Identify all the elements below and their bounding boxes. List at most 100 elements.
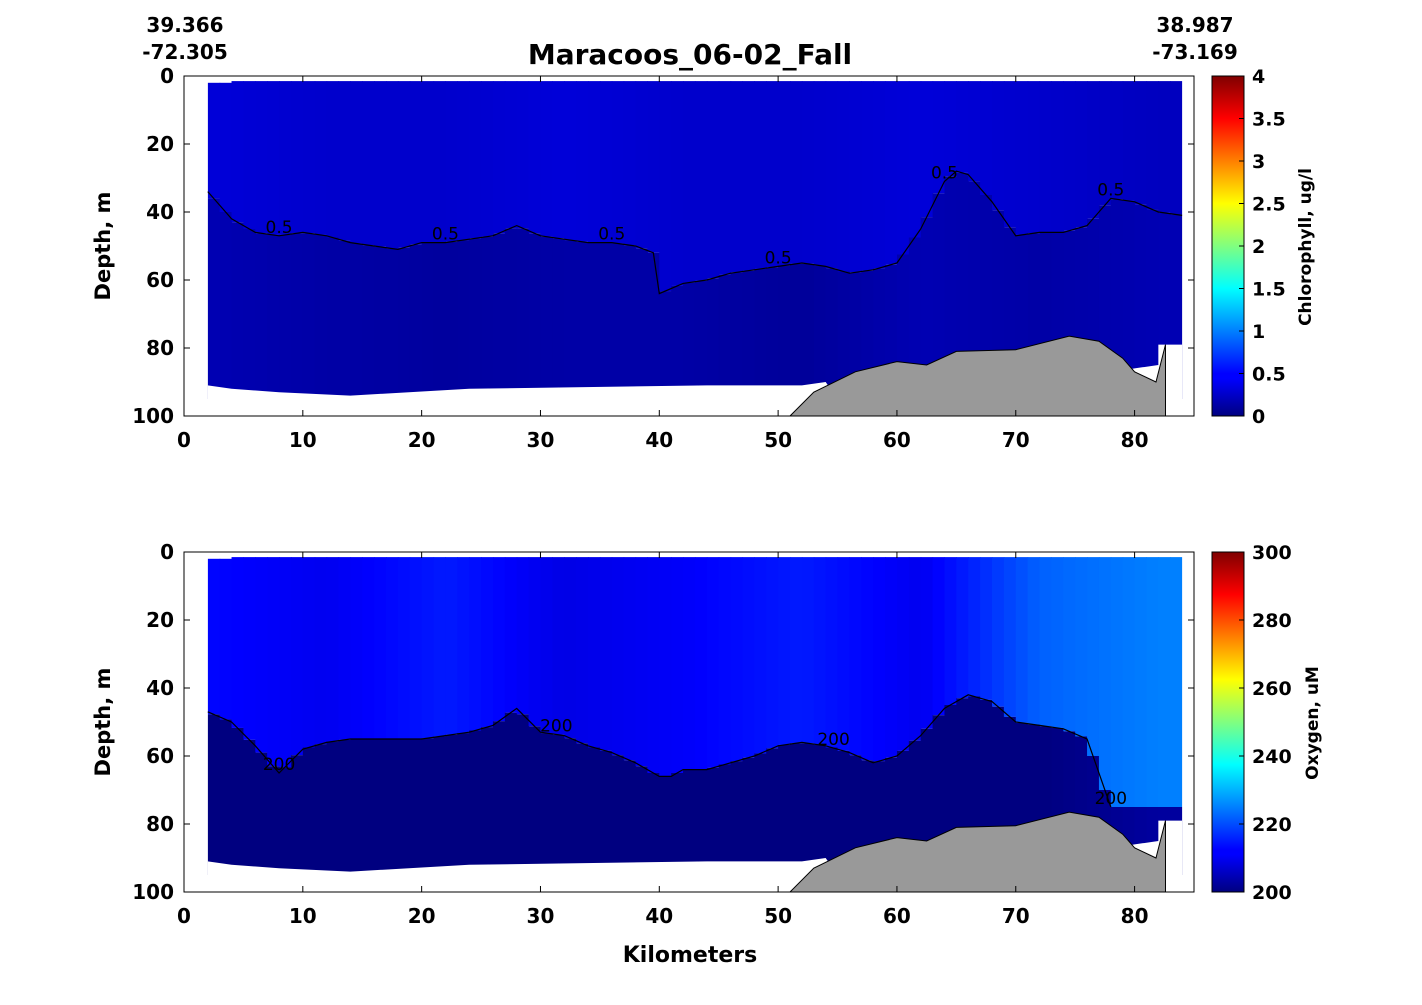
field-cell-upper	[1075, 81, 1088, 228]
field-cell-lower	[445, 241, 458, 399]
field-cell-lower	[516, 714, 530, 875]
field-cell-lower	[920, 217, 934, 399]
field-cell-upper	[920, 81, 934, 218]
contour-label: 0.5	[432, 225, 459, 245]
field-layer	[207, 557, 1183, 875]
field-cell-lower	[350, 243, 363, 399]
field-cell-lower	[267, 766, 280, 875]
field-cell-lower	[564, 240, 577, 399]
field-cell-upper	[1015, 557, 1029, 723]
field-cell-lower	[350, 739, 363, 875]
field-cell-lower	[231, 727, 245, 875]
field-cell-upper	[920, 557, 934, 729]
field-cell-upper	[956, 81, 969, 173]
field-cell-upper	[1015, 81, 1029, 235]
field-cell-lower	[255, 752, 268, 875]
field-cell-upper	[718, 557, 732, 765]
field-cell-lower	[980, 195, 993, 399]
field-cell-upper	[801, 81, 815, 264]
field-cell-lower	[623, 245, 637, 399]
field-cell-lower	[849, 755, 862, 875]
colorbar-tick-label: 1.5	[1252, 279, 1286, 301]
field-cell-lower	[409, 244, 423, 399]
field-cell-upper	[540, 557, 553, 734]
field-cell-upper	[290, 81, 304, 234]
field-cell-upper	[766, 557, 779, 749]
field-cell-lower	[481, 727, 494, 875]
field-cell-lower	[1134, 204, 1148, 399]
field-cell-lower	[564, 738, 577, 875]
field-cell-lower	[730, 272, 744, 399]
field-cell-upper	[516, 557, 530, 715]
field-cell-lower	[849, 272, 862, 399]
field-cell-lower	[956, 172, 969, 399]
field-cell-upper	[611, 557, 625, 756]
no-data-mask	[207, 820, 1183, 892]
contour-label: 0.5	[266, 218, 293, 238]
x-tick-label: 40	[645, 428, 673, 452]
field-cell-upper	[647, 557, 660, 773]
field-cell-lower	[647, 252, 660, 399]
field-cell-upper	[374, 557, 387, 739]
field-cell-upper	[386, 81, 399, 249]
field-cell-upper	[611, 81, 625, 244]
field-cell-upper	[908, 557, 922, 741]
x-tick-label: 50	[764, 428, 792, 452]
x-tick-label: 70	[1002, 904, 1030, 928]
field-cell-lower	[433, 242, 447, 399]
field-cell-lower	[552, 734, 565, 875]
field-cell-upper	[623, 81, 637, 246]
field-cell-upper	[1170, 557, 1183, 807]
x-tick-label: 70	[1002, 428, 1030, 452]
field-cell-upper	[980, 557, 993, 700]
field-cell-upper	[849, 557, 862, 756]
field-cell-upper	[813, 557, 827, 745]
field-cell-lower	[920, 728, 934, 875]
field-cell-upper	[279, 81, 292, 235]
field-cell-lower	[302, 747, 316, 875]
field-cell-upper	[588, 557, 601, 748]
seafloor-bathymetry	[788, 335, 1166, 417]
field-cell-upper	[968, 557, 981, 697]
field-cell-lower	[683, 282, 696, 399]
field-cell-lower	[290, 233, 304, 399]
end-lat-label: 38.987	[1156, 13, 1233, 37]
contour-label: 200	[263, 755, 295, 775]
colorbar-tick-label: 2	[1252, 236, 1265, 258]
x-tick-label: 10	[289, 428, 317, 452]
field-cell-upper	[896, 557, 910, 751]
field-cell-upper	[326, 557, 340, 742]
start-lat-label: 39.366	[146, 13, 223, 37]
field-cell-lower	[279, 234, 292, 399]
colorbar-tick-label: 1	[1252, 321, 1265, 343]
field-cell-lower	[445, 734, 458, 875]
field-cell-upper	[861, 557, 874, 761]
field-cell-lower	[694, 769, 708, 875]
y-tick-label: 20	[146, 132, 174, 156]
colorbar-tick-label: 240	[1252, 746, 1292, 768]
field-cell-upper	[623, 557, 637, 761]
field-cell-lower	[837, 750, 851, 875]
field-cell-upper	[1087, 557, 1100, 756]
x-tick-label: 80	[1121, 428, 1149, 452]
colorbar-tick-label: 4	[1252, 66, 1265, 88]
field-cell-upper	[992, 557, 1005, 707]
field-cell-upper	[528, 557, 542, 727]
field-cell-lower	[469, 730, 482, 875]
field-cell-upper	[504, 81, 518, 229]
field-cell-lower	[576, 743, 589, 875]
field-cell-upper	[801, 557, 815, 744]
field-cell-upper	[386, 557, 399, 739]
field-cell-lower	[754, 268, 767, 399]
x-tick-label: 30	[527, 428, 555, 452]
field-cell-upper	[1158, 81, 1171, 213]
field-cell-lower	[659, 776, 672, 875]
x-tick-label: 20	[408, 904, 436, 928]
field-cell-lower	[314, 234, 328, 399]
no-data-mask-right	[1182, 552, 1194, 892]
field-cell-lower	[302, 233, 316, 399]
field-cell-lower	[766, 267, 779, 399]
field-cell-upper	[588, 81, 601, 243]
field-cell-upper	[469, 557, 482, 731]
field-cell-lower	[683, 769, 696, 875]
